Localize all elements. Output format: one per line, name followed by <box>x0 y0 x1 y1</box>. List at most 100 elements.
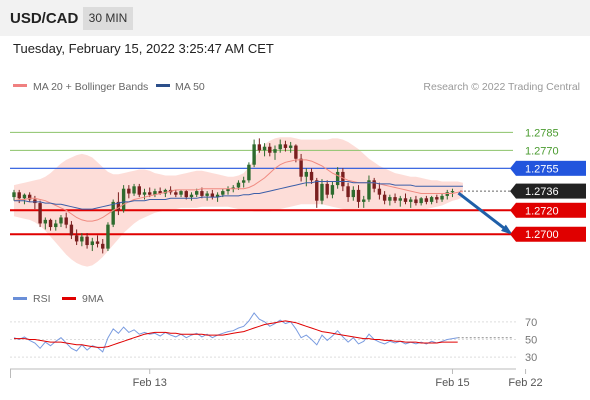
candle-body <box>43 219 48 224</box>
candle-body <box>148 192 152 195</box>
candle-body <box>59 217 63 224</box>
symbol-label: USD/CAD <box>10 10 79 27</box>
candle-body <box>215 194 220 198</box>
candle-body <box>205 193 209 196</box>
candle-body <box>200 191 204 196</box>
candle-body <box>17 192 21 199</box>
level-tag-resistance <box>516 160 586 176</box>
candle-body <box>320 183 324 201</box>
level-label-support: 1.2700 <box>525 229 559 241</box>
candle-body <box>241 180 246 183</box>
candle-body <box>414 199 418 204</box>
legend-9ma-label: 9MA <box>82 293 104 305</box>
candle-body <box>90 241 94 246</box>
candle-body <box>372 180 376 189</box>
candle-body <box>116 201 121 211</box>
candle-body <box>127 188 131 194</box>
level-tag-pointer <box>510 183 516 199</box>
level-tag-pointer <box>510 160 516 176</box>
candle-body <box>101 243 105 249</box>
candle-body <box>80 236 84 242</box>
bollinger-bands <box>14 137 463 267</box>
legend-bb-swatch <box>13 84 27 87</box>
candle-body <box>315 180 319 201</box>
candle-body <box>189 194 194 198</box>
candle-body <box>429 197 434 202</box>
ma50-line <box>14 181 463 210</box>
candle-body <box>33 199 37 204</box>
candle-body <box>325 183 329 195</box>
candle-body <box>362 199 366 202</box>
forecast-arrow-shaft <box>457 191 509 233</box>
candle-body <box>288 145 293 148</box>
time-axis-label: Feb 22 <box>508 377 542 389</box>
level-tag-pointer <box>510 226 516 242</box>
candle-body <box>335 171 340 186</box>
candle-body <box>445 192 449 196</box>
candle-body <box>54 223 58 228</box>
candle-body <box>74 235 79 242</box>
candle-body <box>346 186 350 198</box>
forecast-arrow-head <box>501 224 513 235</box>
legend-rsi-swatch <box>13 297 27 300</box>
candle-body <box>278 144 282 150</box>
candle-body <box>252 144 256 165</box>
candle-body <box>393 197 397 201</box>
level-label-support: 1.2720 <box>525 205 559 217</box>
candle-body <box>121 188 126 211</box>
candle-body <box>367 180 371 200</box>
candle-body <box>409 199 413 202</box>
candle-body <box>95 241 100 244</box>
legend-rsi-label: RSI <box>33 293 51 305</box>
level-tag-pointer <box>510 202 516 218</box>
time-axis-label: Feb 13 <box>133 377 167 389</box>
candle-body <box>153 191 157 195</box>
candle-body <box>419 198 423 204</box>
ma20-line <box>13 159 464 222</box>
price-levels <box>10 131 513 236</box>
candle-body <box>424 198 429 202</box>
level-label-target: 1.2785 <box>525 127 559 139</box>
rsi-tick-label: 50 <box>525 335 537 347</box>
rsi-line <box>13 312 458 353</box>
source-credit: Research © 2022 Trading Central <box>423 81 580 93</box>
candlesticks <box>12 138 455 254</box>
candle-body <box>158 191 162 194</box>
candle-body <box>174 192 178 195</box>
header-bar: USD/CAD 30 MIN <box>0 0 590 36</box>
candle-body <box>382 194 387 201</box>
candle-body <box>398 198 402 201</box>
candle-body <box>231 187 235 189</box>
candle-body <box>435 197 439 200</box>
timeframe-button[interactable]: 30 MIN <box>83 7 133 30</box>
level-label-last: 1.2736 <box>525 186 559 198</box>
candle-body <box>377 188 382 195</box>
rsi-panel: 70 50 30 <box>10 312 537 364</box>
candle-body <box>226 188 230 192</box>
candle-body <box>48 219 53 228</box>
time-axis-label: Feb 15 <box>435 377 469 389</box>
candle-body <box>179 191 183 195</box>
candle-body <box>341 171 345 187</box>
candle-body <box>309 171 314 181</box>
legend-9ma-swatch <box>62 297 76 300</box>
candle-body <box>273 149 277 153</box>
legend-ma50-label: MA 50 <box>175 81 205 93</box>
candle-body <box>351 189 355 198</box>
level-tag-last <box>516 183 586 199</box>
level-label-target: 1.2770 <box>525 145 559 157</box>
candle-body <box>64 217 68 225</box>
candle-body <box>137 186 141 195</box>
candle-body <box>299 158 303 177</box>
candle-body <box>257 144 262 151</box>
candle-body <box>403 198 408 202</box>
time-axis-labels: Feb 13 Feb 15 Feb 22 <box>133 369 543 389</box>
rsi-9ma-line <box>14 320 458 348</box>
candle-body <box>440 195 444 200</box>
legend-ma50-swatch <box>156 84 170 87</box>
candle-body <box>388 197 392 201</box>
price-axis: 1.2785 1.2770 1.2755 1.2736 1.2720 1.2700 <box>510 127 586 242</box>
candle-body <box>356 189 361 202</box>
